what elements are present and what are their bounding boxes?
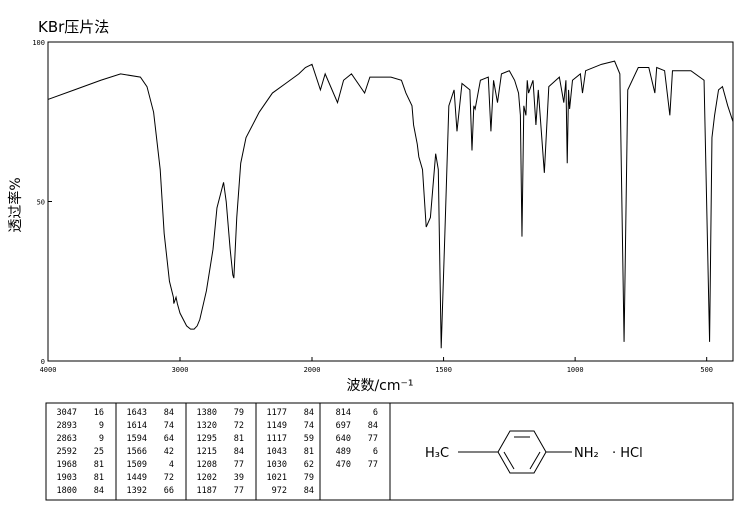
chart-title: KBr压片法 [38,18,109,36]
peak-wavenumber: 697 [336,421,351,431]
y-tick-label: 100 [32,39,45,47]
peak-transmittance: 6 [373,408,378,418]
peak-wavenumber: 1903 [57,473,77,483]
peak-transmittance: 42 [164,447,174,457]
peak-transmittance: 81 [234,434,244,444]
peak-wavenumber: 1614 [127,421,147,431]
peak-transmittance: 74 [164,421,174,431]
peak-transmittance: 77 [234,460,244,470]
peak-transmittance: 84 [368,421,378,431]
x-tick-label: 2000 [304,366,321,374]
structure-salt: · HCl [612,446,643,461]
peak-transmittance: 84 [234,447,244,457]
peak-wavenumber: 1215 [197,447,217,457]
peak-wavenumber: 972 [272,486,287,496]
double-bond [529,451,541,470]
peak-transmittance: 64 [164,434,174,444]
structure [458,430,572,474]
peak-wavenumber: 2863 [57,434,77,444]
spectrum-line [47,60,734,349]
peak-transmittance: 6 [373,447,378,457]
structure-right: NH₂ [574,446,599,461]
peak-wavenumber: 1509 [127,460,147,470]
peak-transmittance: 79 [304,473,314,483]
peak-transmittance: 81 [94,473,104,483]
peak-wavenumber: 1021 [267,473,287,483]
peak-table: 3047 16 2893 9 2863 9 2592 25 1968 81 1903 81 1800 84… [57,403,391,500]
peak-wavenumber: 1392 [127,486,147,496]
double-bond [503,451,515,470]
peak-wavenumber: 1043 [267,447,287,457]
peak-wavenumber: 1968 [57,460,77,470]
peak-transmittance: 9 [99,434,104,444]
peak-transmittance: 81 [94,460,104,470]
peak-transmittance: 77 [234,486,244,496]
peak-transmittance: 25 [94,447,104,457]
peak-wavenumber: 1208 [197,460,217,470]
peak-wavenumber: 1030 [267,460,287,470]
y-tick-label: 50 [37,199,45,207]
x-tick-label: 1000 [567,366,584,374]
peak-wavenumber: 3047 [57,408,77,418]
peak-wavenumber: 640 [336,434,351,444]
peak-wavenumber: 1800 [57,486,77,496]
peak-wavenumber: 1149 [267,421,287,431]
peak-transmittance: 66 [164,486,174,496]
peak-wavenumber: 470 [336,460,351,470]
peak-transmittance: 84 [94,486,104,496]
x-tick-label: 500 [700,366,713,374]
plot-frame [47,41,734,362]
peak-wavenumber: 1187 [197,486,217,496]
peak-transmittance: 72 [164,473,174,483]
peak-transmittance: 77 [368,434,378,444]
peak-transmittance: 79 [234,408,244,418]
peak-transmittance: 74 [304,421,314,431]
peak-wavenumber: 1594 [127,434,147,444]
peak-wavenumber: 1449 [127,473,147,483]
peak-transmittance: 62 [304,460,314,470]
peak-wavenumber: 2893 [57,421,77,431]
peak-transmittance: 81 [304,447,314,457]
x-tick-label: 3000 [172,366,189,374]
peak-transmittance: 84 [304,408,314,418]
peak-transmittance: 84 [304,486,314,496]
peak-transmittance: 77 [368,460,378,470]
peak-transmittance: 84 [164,408,174,418]
peak-transmittance: 39 [234,473,244,483]
peak-transmittance: 9 [99,421,104,431]
peak-wavenumber: 2592 [57,447,77,457]
peak-transmittance: 4 [169,460,174,470]
peak-wavenumber: 1177 [267,408,287,418]
x-tick-label: 4000 [40,366,57,374]
peak-wavenumber: 1566 [127,447,147,457]
x-tick-label: 1500 [435,366,452,374]
peak-transmittance: 72 [234,421,244,431]
peak-wavenumber: 814 [336,408,351,418]
peak-wavenumber: 1295 [197,434,217,444]
peak-wavenumber: 1117 [267,434,287,444]
peak-wavenumber: 1643 [127,408,147,418]
y-axis-label: 透过率% [7,177,24,232]
peak-wavenumber: 1320 [197,421,217,431]
structure-left: H₃C [425,446,449,461]
y-tick-label: 0 [41,358,45,366]
x-axis-label: 波数/cm⁻¹ [346,378,413,394]
peak-wavenumber: 489 [336,447,351,457]
peak-transmittance: 16 [94,408,104,418]
peak-wavenumber: 1202 [197,473,217,483]
peak-transmittance: 59 [304,434,314,444]
peak-wavenumber: 1380 [197,408,217,418]
